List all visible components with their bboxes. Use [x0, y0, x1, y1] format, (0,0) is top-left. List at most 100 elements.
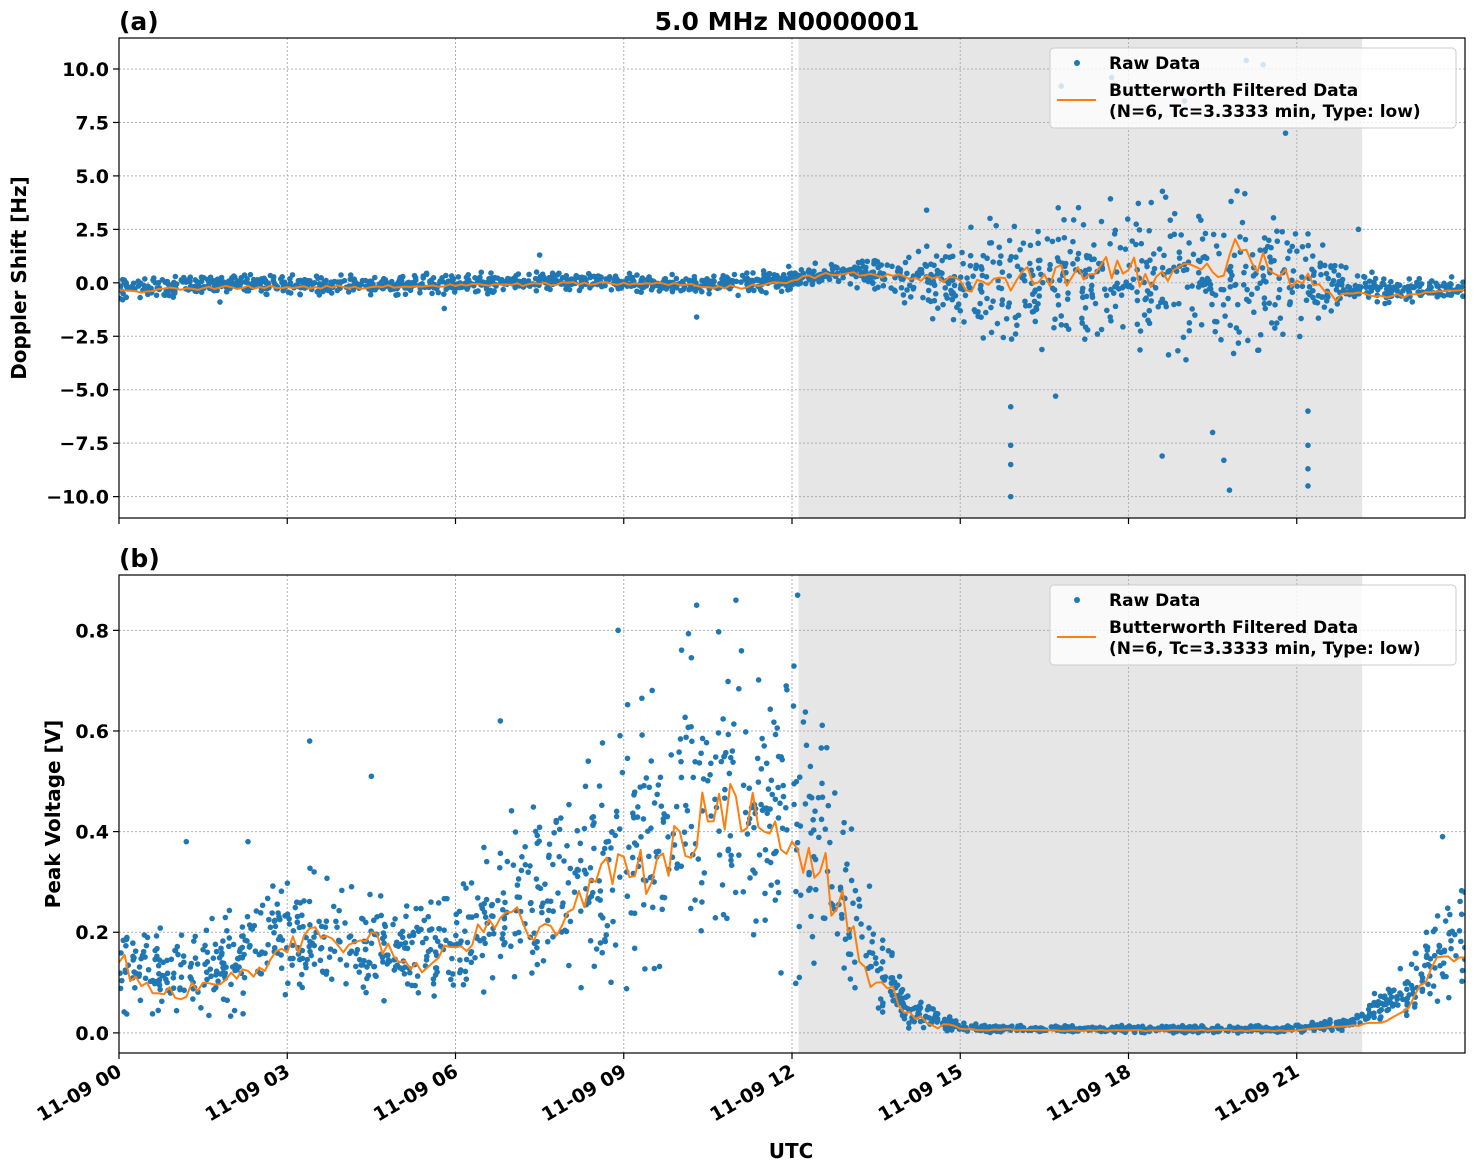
raw-data-point: [1243, 263, 1249, 270]
raw-data-point: [401, 971, 408, 977]
raw-data-point: [1013, 254, 1019, 260]
raw-data-point: [1186, 320, 1193, 326]
raw-data-point: [338, 272, 344, 278]
raw-data-point: [544, 917, 551, 924]
raw-data-point: [1180, 334, 1187, 341]
raw-data-point: [1290, 268, 1297, 274]
raw-data-point: [1007, 442, 1014, 449]
raw-data-point: [742, 729, 749, 735]
raw-data-point: [867, 963, 874, 970]
raw-data-point: [381, 921, 388, 928]
raw-data-point: [497, 850, 504, 857]
raw-data-point: [1141, 312, 1148, 318]
raw-data-point: [473, 912, 480, 919]
raw-data-point: [198, 1005, 204, 1011]
raw-data-point: [613, 808, 620, 815]
raw-data-point: [1427, 284, 1434, 290]
raw-data-point: [1351, 293, 1358, 300]
raw-data-point: [295, 951, 302, 957]
raw-data-point: [456, 908, 463, 915]
raw-data-point: [1148, 298, 1155, 304]
raw-data-point: [1305, 242, 1312, 249]
raw-data-point: [423, 935, 429, 942]
raw-data-point: [345, 289, 352, 295]
raw-data-point: [612, 273, 619, 279]
raw-data-point: [1176, 249, 1183, 256]
raw-data-point: [656, 963, 663, 970]
raw-data-point: [1051, 324, 1057, 331]
raw-data-point: [490, 930, 497, 937]
raw-data-point: [121, 279, 128, 286]
raw-data-point: [297, 291, 304, 298]
raw-data-point: [930, 278, 937, 285]
raw-data-point: [689, 278, 696, 285]
raw-data-point: [624, 701, 631, 708]
panel-b: 11-09 00 11-09 03 11-09 06 11-09 09 11-09 12…: [33, 574, 1466, 1126]
raw-data-point: [1150, 251, 1157, 257]
raw-data-point: [1227, 276, 1234, 283]
raw-data-point: [834, 931, 841, 937]
raw-data-point: [1448, 274, 1455, 280]
raw-data-point: [810, 827, 817, 833]
raw-data-point: [683, 276, 689, 282]
raw-data-point: [1165, 352, 1172, 358]
raw-data-point: [1441, 280, 1447, 287]
raw-data-point: [1448, 945, 1454, 952]
raw-data-point: [538, 275, 545, 282]
raw-data-point: [445, 278, 452, 284]
raw-data-point: [1112, 283, 1118, 290]
raw-data-point: [1225, 295, 1231, 302]
raw-data-point: [307, 922, 313, 928]
raw-data-point: [923, 243, 930, 250]
x-tick-label: 11-09 15: [874, 1060, 966, 1126]
y-tick-label: 0.4: [75, 822, 109, 844]
raw-data-point: [720, 716, 726, 722]
raw-data-point: [698, 928, 704, 934]
raw-data-point: [693, 602, 700, 608]
raw-data-point: [615, 627, 621, 634]
raw-data-point: [899, 999, 906, 1006]
raw-data-point: [728, 862, 735, 869]
raw-data-point: [1146, 307, 1153, 314]
raw-data-point: [1409, 299, 1416, 305]
x-tick-label: 11-09 21: [1211, 1060, 1303, 1126]
raw-data-point: [489, 901, 496, 908]
raw-data-point: [1406, 284, 1413, 290]
raw-data-point: [1381, 993, 1388, 999]
raw-data-point: [1027, 242, 1034, 249]
raw-data-point: [191, 938, 197, 944]
raw-data-point: [902, 259, 909, 266]
raw-data-point: [875, 1005, 882, 1011]
raw-data-point: [889, 992, 895, 999]
raw-data-point: [597, 940, 604, 946]
raw-data-point: [522, 862, 529, 868]
raw-data-point: [1120, 324, 1126, 330]
raw-data-point: [1150, 270, 1156, 276]
raw-data-point: [1272, 325, 1278, 331]
raw-data-point: [270, 277, 277, 284]
raw-data-point: [1249, 251, 1256, 258]
raw-data-point: [792, 980, 799, 987]
raw-data-point: [1019, 275, 1025, 281]
raw-data-point: [773, 284, 780, 290]
raw-data-point: [239, 933, 245, 939]
raw-data-point: [1237, 234, 1243, 240]
raw-data-point: [1309, 1019, 1316, 1026]
y-tick-label: 10.0: [62, 59, 109, 81]
raw-data-point: [239, 924, 246, 930]
raw-data-point: [257, 970, 264, 977]
raw-data-point: [1151, 265, 1158, 272]
raw-data-point: [205, 278, 212, 284]
raw-data-point: [1209, 429, 1216, 436]
raw-data-point: [483, 286, 490, 292]
raw-data-point: [731, 721, 737, 727]
raw-data-point: [819, 722, 826, 729]
raw-data-point: [1299, 274, 1305, 280]
legend-box: [1049, 47, 1457, 129]
raw-data-point: [453, 919, 460, 926]
raw-data-point: [326, 954, 333, 960]
raw-data-point: [1319, 294, 1326, 300]
raw-data-point: [631, 789, 638, 795]
raw-data-point: [143, 942, 150, 949]
raw-data-point: [1213, 243, 1220, 249]
